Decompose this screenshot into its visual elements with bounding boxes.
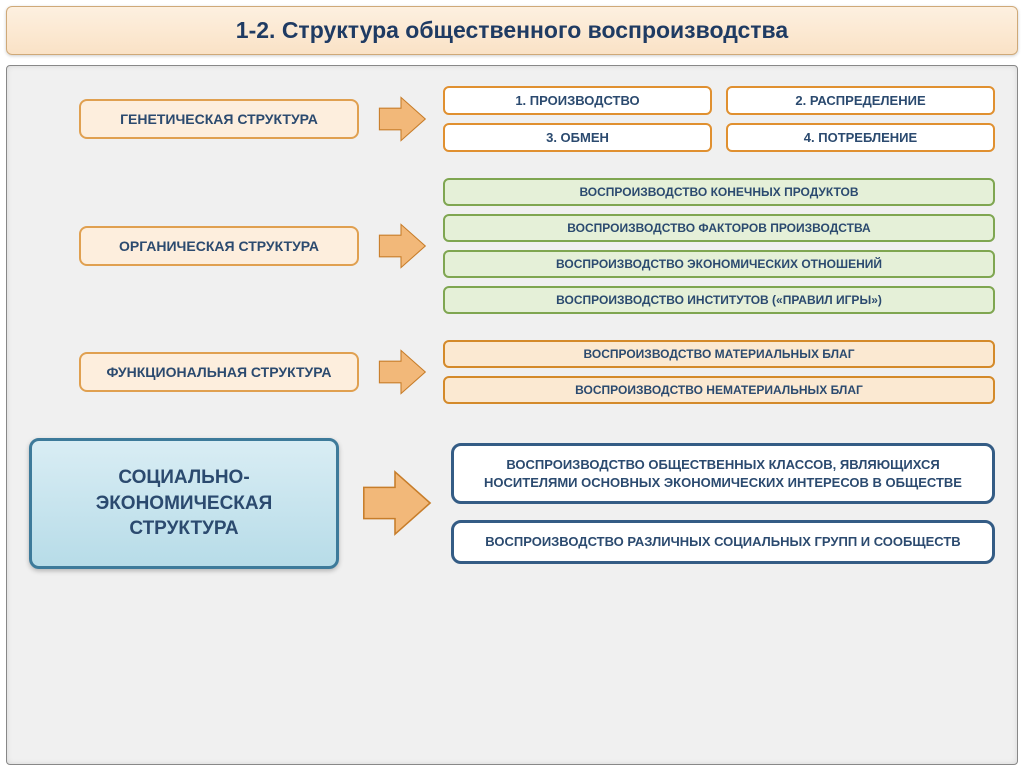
- target-material-goods: ВОСПРОИЗВОДСТВО МАТЕРИАЛЬНЫХ БЛАГ: [443, 340, 995, 368]
- functional-targets: ВОСПРОИЗВОДСТВО МАТЕРИАЛЬНЫХ БЛАГ ВОСПРО…: [443, 340, 995, 404]
- target-institutes: ВОСПРОИЗВОДСТВО ИНСТИТУТОВ («ПРАВИЛ ИГРЫ…: [443, 286, 995, 314]
- arrow-icon: [373, 345, 429, 399]
- organic-structure-box: ОРГАНИЧЕСКАЯ СТРУКТУРА: [79, 226, 359, 266]
- genetic-targets: 1. ПРОИЗВОДСТВО 2. РАСПРЕДЕЛЕНИЕ 3. ОБМЕ…: [443, 86, 995, 152]
- social-economic-structure-box: СОЦИАЛЬНО-ЭКОНОМИЧЕСКАЯ СТРУКТУРА: [29, 438, 339, 569]
- target-nonmaterial-goods: ВОСПРОИЗВОДСТВО НЕМАТЕРИАЛЬНЫХ БЛАГ: [443, 376, 995, 404]
- diagram-panel: ГЕНЕТИЧЕСКАЯ СТРУКТУРА 1. ПРОИЗВОДСТВО 2…: [6, 65, 1018, 765]
- target-production: 1. ПРОИЗВОДСТВО: [443, 86, 712, 115]
- arrow-icon: [373, 92, 429, 146]
- page-title-bar: 1-2. Структура общественного воспроизвод…: [6, 6, 1018, 55]
- social-economic-targets: ВОСПРОИЗВОДСТВО ОБЩЕСТВЕННЫХ КЛАССОВ, ЯВ…: [451, 443, 995, 564]
- section-functional: ФУНКЦИОНАЛЬНАЯ СТРУКТУРА ВОСПРОИЗВОДСТВО…: [29, 340, 995, 404]
- target-final-products: ВОСПРОИЗВОДСТВО КОНЕЧНЫХ ПРОДУКТОВ: [443, 178, 995, 206]
- target-row: 1. ПРОИЗВОДСТВО 2. РАСПРЕДЕЛЕНИЕ: [443, 86, 995, 115]
- functional-structure-box: ФУНКЦИОНАЛЬНАЯ СТРУКТУРА: [79, 352, 359, 392]
- target-distribution: 2. РАСПРЕДЕЛЕНИЕ: [726, 86, 995, 115]
- organic-targets: ВОСПРОИЗВОДСТВО КОНЕЧНЫХ ПРОДУКТОВ ВОСПР…: [443, 178, 995, 314]
- target-factors: ВОСПРОИЗВОДСТВО ФАКТОРОВ ПРОИЗВОДСТВА: [443, 214, 995, 242]
- genetic-structure-box: ГЕНЕТИЧЕСКАЯ СТРУКТУРА: [79, 99, 359, 139]
- section-organic: ОРГАНИЧЕСКАЯ СТРУКТУРА ВОСПРОИЗВОДСТВО К…: [29, 178, 995, 314]
- target-exchange: 3. ОБМЕН: [443, 123, 712, 152]
- target-social-groups: ВОСПРОИЗВОДСТВО РАЗЛИЧНЫХ СОЦИАЛЬНЫХ ГРУ…: [451, 520, 995, 564]
- section-genetic: ГЕНЕТИЧЕСКАЯ СТРУКТУРА 1. ПРОИЗВОДСТВО 2…: [29, 86, 995, 152]
- target-relations: ВОСПРОИЗВОДСТВО ЭКОНОМИЧЕСКИХ ОТНОШЕНИЙ: [443, 250, 995, 278]
- arrow-icon: [373, 219, 429, 273]
- section-social-economic: СОЦИАЛЬНО-ЭКОНОМИЧЕСКАЯ СТРУКТУРА ВОСПРО…: [29, 438, 995, 569]
- target-consumption: 4. ПОТРЕБЛЕНИЕ: [726, 123, 995, 152]
- target-row: 3. ОБМЕН 4. ПОТРЕБЛЕНИЕ: [443, 123, 995, 152]
- arrow-icon: [355, 464, 435, 542]
- target-social-classes: ВОСПРОИЗВОДСТВО ОБЩЕСТВЕННЫХ КЛАССОВ, ЯВ…: [451, 443, 995, 504]
- page-title: 1-2. Структура общественного воспроизвод…: [236, 17, 788, 43]
